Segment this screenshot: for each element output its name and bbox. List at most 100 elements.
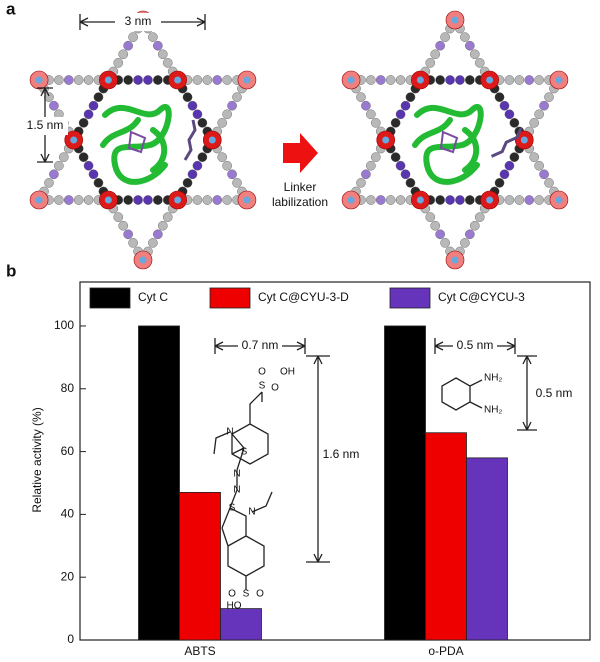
opda-bonds xyxy=(441,377,483,411)
linker-bead xyxy=(455,195,465,205)
bar xyxy=(138,325,180,641)
linker-bead xyxy=(212,75,223,85)
linker-bead xyxy=(539,100,549,111)
atom-label: S xyxy=(241,447,248,458)
linker-bead xyxy=(83,75,94,85)
metal-core xyxy=(451,16,459,24)
linker-bead xyxy=(529,152,539,162)
plot-frame xyxy=(79,281,591,641)
metal-core xyxy=(104,76,112,84)
annotation: 1.6 nm xyxy=(323,447,360,461)
linker-bead xyxy=(182,178,193,188)
metal-core xyxy=(70,136,78,144)
linker-bead xyxy=(366,75,376,85)
atom-label: S xyxy=(259,381,266,392)
linker-bead xyxy=(78,152,89,162)
linker-bead xyxy=(534,109,544,120)
linker-bead xyxy=(494,178,505,188)
linker-bead xyxy=(445,75,455,85)
linker-bead xyxy=(356,178,366,188)
atom-label: N xyxy=(233,469,240,480)
linker-bead xyxy=(504,75,515,85)
linker-bead xyxy=(385,195,396,205)
metal-core xyxy=(520,136,528,144)
label-bg xyxy=(453,337,497,355)
linker-bead xyxy=(187,100,198,111)
linker-bead xyxy=(504,195,515,205)
metal-core xyxy=(208,136,216,144)
linker-bead xyxy=(524,195,535,205)
linker-bead xyxy=(400,169,411,180)
linker-bead xyxy=(366,160,376,171)
linker-bead xyxy=(153,40,163,51)
linker-bead xyxy=(113,58,124,68)
linker-bead xyxy=(356,92,366,102)
linker-bead xyxy=(73,75,84,85)
free-linker xyxy=(490,127,523,158)
heme xyxy=(127,130,147,154)
linker-bead xyxy=(366,109,376,120)
linker-bead xyxy=(534,160,544,171)
linker-bead xyxy=(54,160,64,171)
linker-bead xyxy=(133,195,143,205)
label-bg xyxy=(532,385,576,403)
linker-bead xyxy=(222,195,232,205)
linker-bead xyxy=(395,160,406,171)
linker-bead xyxy=(460,238,470,248)
linker-bead xyxy=(460,32,470,42)
y-tick-label: 20 xyxy=(61,569,75,583)
x-tick-label: ABTS xyxy=(184,644,215,658)
panel-label: a xyxy=(6,0,16,18)
linker-bead xyxy=(509,118,520,128)
dimension-label: 3 nm xyxy=(125,14,152,28)
atom-label: O xyxy=(258,367,266,378)
y-tick-label: 80 xyxy=(61,381,75,395)
linker-bead xyxy=(232,178,242,188)
metal-core xyxy=(347,76,355,84)
linker-bead xyxy=(371,118,381,128)
linker-bead xyxy=(509,152,520,162)
linker-bead xyxy=(182,92,193,102)
linker-bead xyxy=(395,195,406,205)
atom-label: S xyxy=(229,503,236,514)
linker-bead xyxy=(133,75,143,85)
metal-core xyxy=(416,196,424,204)
metal-core xyxy=(382,136,390,144)
linker-bead xyxy=(425,58,436,68)
linker-bead xyxy=(465,75,475,85)
dimension-label: 1.5 nm xyxy=(27,118,64,132)
y-tick-label: 60 xyxy=(61,444,75,458)
linker-bead xyxy=(197,152,208,162)
linker-bead xyxy=(366,195,376,205)
linker-bead xyxy=(529,118,539,128)
bar xyxy=(384,325,426,641)
linker-bead xyxy=(192,160,203,171)
atom-label: NH₂ xyxy=(484,405,502,416)
linker-bead xyxy=(395,75,406,85)
linker-bead xyxy=(469,49,480,60)
y-tick-label: 40 xyxy=(61,507,75,521)
metal-core xyxy=(555,196,563,204)
label-bg xyxy=(320,446,362,464)
linker-bead xyxy=(153,75,163,85)
linker-bead xyxy=(227,169,237,180)
linker-bead xyxy=(202,195,213,205)
linker-bead xyxy=(54,195,64,205)
label-bg xyxy=(22,117,68,135)
atom-label: O xyxy=(228,589,236,600)
linker-bead xyxy=(202,75,213,85)
dimension-arrow xyxy=(306,355,330,563)
linker-bead xyxy=(148,32,158,42)
arrow-label: Linker xyxy=(284,180,317,194)
linker-bead xyxy=(400,100,411,111)
metal-core xyxy=(243,76,251,84)
annotation: 0.5 nm xyxy=(457,338,494,352)
linker-bead xyxy=(361,100,371,111)
legend-swatch xyxy=(89,287,131,309)
linker-bead xyxy=(222,160,232,171)
arrow-label: labilization xyxy=(272,195,328,209)
linker-bead xyxy=(474,212,485,222)
linker-bead xyxy=(371,152,381,162)
atom-label: S xyxy=(243,589,250,600)
